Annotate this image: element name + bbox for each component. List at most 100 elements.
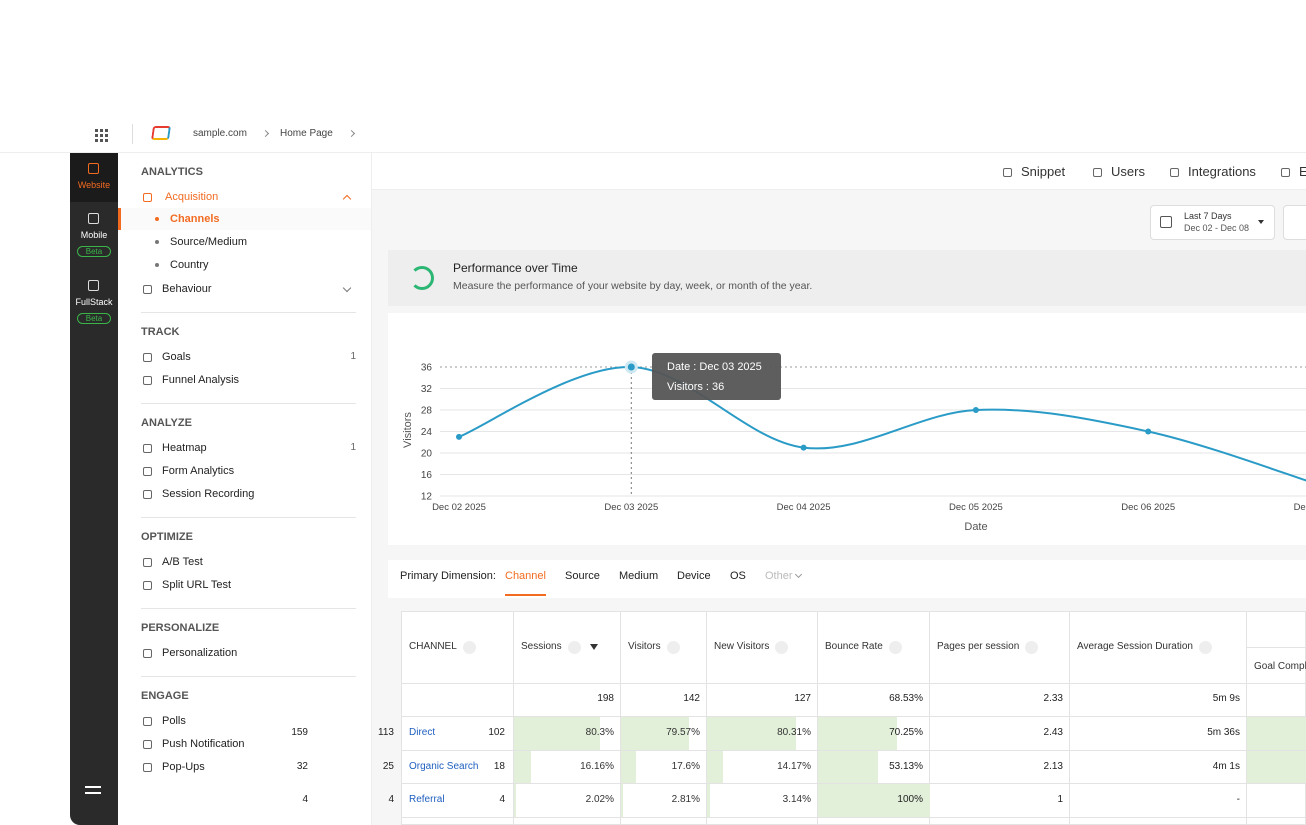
- nav-item[interactable]: Funnel Analysis: [162, 374, 240, 386]
- tab[interactable]: Channel: [505, 570, 546, 582]
- share-cell: 3.14%: [782, 794, 811, 805]
- row-divider: [401, 783, 1306, 784]
- rate-bar: [818, 717, 897, 750]
- grid-dot: [95, 139, 98, 142]
- divider: [141, 403, 356, 404]
- channel-link[interactable]: Direct: [409, 727, 436, 738]
- header-action[interactable]: Snippet: [1021, 164, 1066, 179]
- rail-label[interactable]: Website: [77, 180, 111, 190]
- grid-dot: [100, 139, 103, 142]
- y-tick-label: 12: [421, 492, 433, 503]
- share-bar: [621, 717, 690, 750]
- dimension-label: Primary Dimension:: [400, 570, 496, 582]
- tab[interactable]: OS: [730, 570, 746, 582]
- x-tick-label: Dec 05 2025: [949, 502, 1003, 513]
- nav-subitem[interactable]: Country: [170, 259, 209, 271]
- value-cell: 53.13%: [889, 760, 923, 772]
- breadcrumb-item[interactable]: sample.com: [193, 128, 247, 139]
- nav-item[interactable]: Personalization: [162, 647, 238, 659]
- tab[interactable]: Source: [565, 570, 600, 582]
- channel-link[interactable]: Referral: [409, 794, 445, 805]
- icon: [142, 716, 152, 726]
- total-cell: 127: [794, 693, 811, 704]
- date-picker[interactable]: [1150, 205, 1275, 240]
- rail-label[interactable]: Mobile: [80, 230, 108, 240]
- nav-item[interactable]: Behaviour: [162, 283, 212, 295]
- y-tick-label: 20: [421, 449, 433, 460]
- grid-dot: [100, 134, 103, 137]
- topbar-divider: [0, 152, 1306, 153]
- count-cell: 113: [378, 727, 394, 738]
- channel-link[interactable]: Organic Search: [409, 760, 479, 772]
- icon: [142, 762, 152, 772]
- share-cell: 80.3%: [585, 727, 614, 738]
- tab[interactable]: Other: [765, 570, 793, 582]
- nav-item[interactable]: Pop-Ups: [162, 761, 205, 773]
- icon: [1280, 167, 1290, 177]
- data-point: [624, 360, 638, 374]
- column-header[interactable]: Pages per session: [937, 641, 1020, 652]
- nav-subitem[interactable]: Channels: [170, 213, 220, 225]
- total-cell: 2.33: [1043, 693, 1063, 704]
- count-cell: 102: [488, 727, 505, 738]
- share-bar: [621, 751, 637, 783]
- header-action[interactable]: Users: [1111, 164, 1145, 179]
- header-action[interactable]: Integrations: [1188, 164, 1256, 179]
- section-heading: ANALYZE: [141, 417, 192, 429]
- nav-subitem[interactable]: Source/Medium: [170, 236, 248, 248]
- icon: [142, 192, 152, 202]
- filter-button[interactable]: [1283, 205, 1306, 240]
- column-header[interactable]: Average Session Duration: [1077, 641, 1193, 652]
- divider: [132, 124, 133, 144]
- value-cell: -: [1236, 794, 1240, 805]
- data-point: [972, 407, 979, 413]
- column-header[interactable]: Bounce Rate: [825, 641, 883, 652]
- help-icon: [1025, 641, 1038, 654]
- nav-item[interactable]: Session Recording: [162, 488, 255, 500]
- nav-count: 1: [350, 442, 356, 453]
- count-cell: 4: [499, 794, 505, 805]
- date-label: Last 7 Days: [1184, 211, 1232, 221]
- tab[interactable]: Device: [677, 570, 711, 582]
- nav-item[interactable]: Heatmap: [162, 442, 207, 454]
- share-bar: [514, 751, 532, 783]
- rail: [70, 152, 118, 825]
- icon: [142, 648, 152, 658]
- panel-title: Performance over Time: [453, 261, 578, 275]
- badge: [77, 246, 111, 257]
- nav-count: 1: [350, 351, 356, 362]
- badge: Beta: [85, 314, 103, 323]
- tab[interactable]: Medium: [619, 570, 659, 582]
- row-divider: [401, 817, 1306, 818]
- icon: [142, 557, 152, 567]
- group-divider: [1246, 647, 1306, 648]
- nav-item[interactable]: Split URL Test: [162, 579, 232, 591]
- nav-item[interactable]: Polls: [162, 715, 186, 727]
- nav-item[interactable]: Form Analytics: [162, 465, 235, 477]
- share-cell: 79.57%: [666, 727, 700, 738]
- column-header[interactable]: Visitors: [628, 641, 661, 652]
- rail-active: [70, 152, 118, 202]
- total-cell: 198: [597, 693, 614, 704]
- share-cell: 17.6%: [671, 760, 700, 772]
- share-cell: 14.17%: [777, 760, 811, 772]
- section-heading: PERSONALIZE: [141, 622, 220, 634]
- header-action[interactable]: Export: [1299, 164, 1306, 179]
- nav-item[interactable]: Goals: [162, 351, 191, 363]
- nav-item[interactable]: Acquisition: [165, 191, 219, 203]
- grid-dot: [95, 134, 98, 137]
- breadcrumb-item[interactable]: Home Page: [280, 128, 333, 139]
- divider: [141, 312, 356, 313]
- column-header[interactable]: Sessions: [521, 641, 562, 652]
- rail-label[interactable]: FullStack: [75, 297, 113, 307]
- nav-item[interactable]: Push Notification: [162, 738, 245, 750]
- help-icon: [889, 641, 902, 654]
- column-header[interactable]: New Visitors: [714, 641, 770, 652]
- count-cell: 4: [302, 794, 308, 805]
- value-cell: 5m 36s: [1207, 727, 1240, 738]
- nav-item[interactable]: A/B Test: [162, 556, 203, 568]
- y-axis-label: Visitors: [402, 412, 414, 448]
- panel-subtitle: Measure the performance of your website …: [453, 280, 813, 292]
- tooltip-text: Date : Dec 03 2025: [667, 361, 762, 373]
